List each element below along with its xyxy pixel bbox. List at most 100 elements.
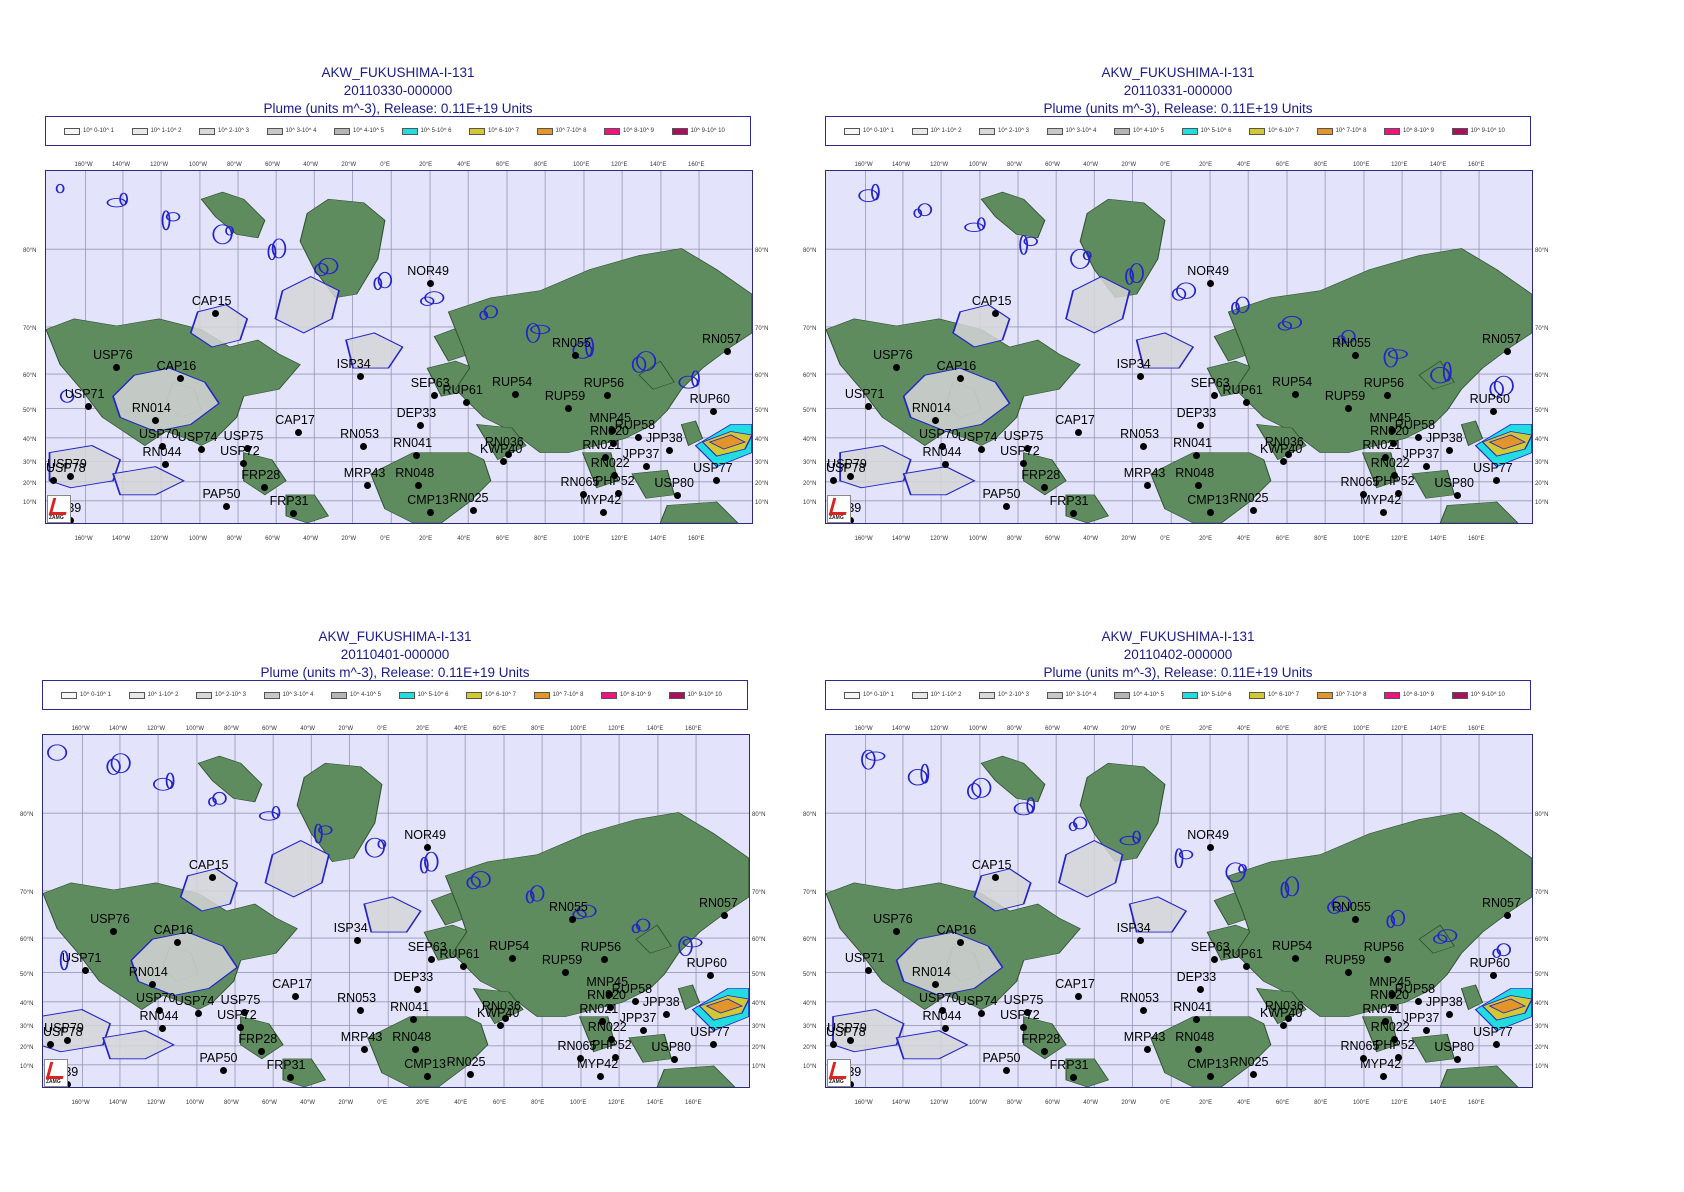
- panel-title: AKW_FUKUSHIMA-I-131: [1101, 65, 1255, 80]
- station-label: RUP61: [1222, 383, 1263, 398]
- legend-swatch: [401, 127, 418, 135]
- lon-tick-label: 60°W: [1045, 726, 1060, 732]
- plume-contour: [839, 445, 912, 489]
- station-dot: [931, 981, 939, 989]
- station-label: RN041: [390, 1000, 430, 1015]
- station-dot: [612, 1054, 620, 1062]
- station-label: RUP59: [541, 952, 583, 967]
- station-dot: [286, 1074, 294, 1082]
- plume-contour: [59, 950, 69, 971]
- station-label: USP74: [957, 429, 998, 444]
- lat-tick-label: 60°N: [803, 373, 817, 380]
- plume-contour: [967, 783, 982, 800]
- zamg-logo-mark: [45, 1062, 68, 1079]
- legend-item: 10^ 9-10^ 10: [668, 691, 722, 699]
- plume-contour: [212, 791, 227, 805]
- legend-label: 10^ 6-10^ 7: [1268, 692, 1299, 698]
- station-label: NOR49: [1187, 827, 1229, 842]
- legend-swatch: [671, 127, 688, 135]
- station-dot: [360, 443, 368, 451]
- map-area[interactable]: NOR49 CAP15 RN055 RN057 USP76 CAP16 ISP34 SEP63…: [825, 170, 1533, 524]
- panel-date: 20110401-000000: [340, 647, 450, 662]
- plume-contour: [635, 918, 651, 932]
- plume-contour: [363, 896, 422, 933]
- station-dot: [1140, 1007, 1148, 1015]
- station-dot: [847, 1037, 855, 1045]
- land-mass: [635, 924, 672, 954]
- station-label: KWP40: [1259, 442, 1303, 457]
- station-dot: [956, 374, 964, 382]
- lon-tick-label: 140°W: [891, 536, 911, 542]
- plume-contour: [470, 871, 491, 888]
- station-label: RUP59: [1324, 952, 1366, 967]
- plume-contour: [1058, 839, 1124, 898]
- plume-contour: [1430, 366, 1451, 384]
- legend-swatch: [1181, 691, 1198, 699]
- station-label: USP71: [61, 951, 102, 965]
- plume-contour: [895, 1030, 969, 1060]
- plume-contour: [318, 825, 333, 835]
- map-area[interactable]: NOR49 CAP15 RN055 RN057 USP76 CAP16 ISP34 SEP63…: [825, 734, 1533, 1088]
- station-dot: [427, 279, 435, 287]
- lon-tick-label: 120°E: [1391, 726, 1408, 732]
- legend-item: 10^ 4-10^ 5: [334, 127, 384, 135]
- station-label: RN022: [1370, 455, 1410, 470]
- legend-item: 10^ 8-10^ 9: [601, 691, 651, 699]
- lon-tick-label: 40°E: [1237, 162, 1251, 168]
- plume-contour: [572, 342, 593, 359]
- station-dot: [353, 937, 361, 945]
- lat-tick-label: 60°N: [1535, 373, 1549, 380]
- land-mass: [1023, 452, 1067, 496]
- station-label: RUP56: [580, 940, 622, 955]
- map-panel: AKW_FUKUSHIMA-I-131 20110402-000000 Plume …: [803, 628, 1548, 1168]
- station-label: PHP52: [592, 1038, 632, 1053]
- legend-item: 10^ 7-10^ 8: [1316, 127, 1366, 135]
- station-label: ISP34: [336, 357, 371, 372]
- lon-tick-label: 160°W: [854, 536, 873, 542]
- legend-swatch: [1316, 127, 1333, 135]
- map-area[interactable]: NOR49 CAP15 RN055 RN057 USP76 CAP16 ISP34 SEP63…: [42, 734, 750, 1088]
- station-label: USP80: [654, 476, 694, 491]
- plume-contour: [377, 271, 393, 289]
- station-dot: [240, 1008, 248, 1016]
- lon-tick-label: 100°W: [968, 162, 987, 168]
- plume-contour: [858, 189, 879, 203]
- lon-tick-label: 20°E: [1199, 536, 1213, 542]
- station-label: ISP34: [1116, 357, 1151, 372]
- station-label: USP76: [90, 912, 130, 927]
- lat-tick-label: 10°N: [755, 499, 769, 506]
- legend-label: 10^ 6-10^ 7: [488, 128, 519, 134]
- lon-tick-label: 20°W: [1121, 726, 1137, 732]
- legend-label: 10^ 8-10^ 9: [620, 692, 651, 698]
- station-label: USP79: [827, 1021, 867, 1036]
- station-dot: [931, 417, 939, 425]
- station-dot: [571, 351, 579, 359]
- station-label: USP70: [135, 991, 176, 1006]
- legend-item: 10^ 5-10^ 6: [398, 691, 448, 699]
- station-dot: [46, 1040, 54, 1048]
- legend-label: 10^ 2-10^ 3: [218, 128, 249, 134]
- lat-tick-label: 50°N: [752, 971, 766, 978]
- station-label: USP72: [217, 1008, 257, 1023]
- land-mass: [285, 494, 330, 523]
- station-label: RN020: [1370, 987, 1410, 1002]
- plume-contour: [971, 777, 992, 798]
- lon-tick-label: 120°W: [930, 162, 949, 168]
- lon-tick-label: 0°E: [380, 162, 390, 168]
- station-label: USP70: [138, 427, 179, 442]
- station-label: USP80: [1434, 476, 1474, 491]
- station-dot: [1344, 968, 1352, 976]
- station-label: RN025: [449, 490, 489, 505]
- lat-tick-label: 20°N: [752, 1044, 766, 1051]
- station-dot: [1207, 279, 1215, 287]
- station-label: RN025: [446, 1054, 486, 1069]
- lon-tick-label: 60°E: [493, 1100, 507, 1106]
- map-area[interactable]: NOR49 CAP15 RN055 RN057 USP76 CAP16 ISP34 SEP63…: [45, 170, 753, 524]
- station-dot: [1207, 508, 1215, 516]
- station-label: USP78: [46, 460, 86, 475]
- legend-item: 10^ 6-10^ 7: [1249, 691, 1299, 699]
- station-dot: [410, 1016, 418, 1024]
- station-label: FRP28: [1021, 1031, 1061, 1046]
- plume-contour: [189, 304, 249, 348]
- lon-tick-label: 140°W: [111, 162, 131, 168]
